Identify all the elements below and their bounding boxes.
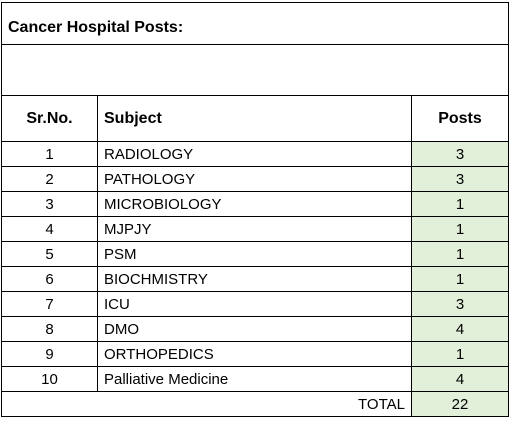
subject: DMO [97,316,412,342]
sr-no: 2 [1,166,98,192]
sr-no: 10 [1,366,98,392]
header-cell: Posts [411,95,509,142]
table-row: 10 Palliative Medicine 4 [1,366,509,392]
table-row: 1 RADIOLOGY 3 [1,141,509,167]
table-row: 8 DMO 4 [1,316,509,342]
total-value: 22 [411,391,509,417]
subject: Palliative Medicine [97,366,412,392]
posts: 1 [411,191,509,217]
table-title: Cancer Hospital Posts: [1,2,509,45]
total-row: TOTAL 22 [1,391,509,417]
blank-row [1,44,509,96]
subject: RADIOLOGY [97,141,412,167]
sr-no: 1 [1,141,98,167]
table-row: 9 ORTHOPEDICS 1 [1,341,509,367]
posts-table: Cancer Hospital Posts: Sr.No. Subject Po… [1,2,509,417]
posts: 4 [411,366,509,392]
subject: PATHOLOGY [97,166,412,192]
subject: MICROBIOLOGY [97,191,412,217]
posts: 4 [411,316,509,342]
posts: 3 [411,141,509,167]
sr-no: 8 [1,316,98,342]
sr-no: 3 [1,191,98,217]
posts: 1 [411,216,509,242]
posts: 3 [411,166,509,192]
posts: 1 [411,341,509,367]
table-row: 7 ICU 3 [1,291,509,317]
table-row: 6 BIOCHMISTRY 1 [1,266,509,292]
subject: BIOCHMISTRY [97,266,412,292]
sr-no: 7 [1,291,98,317]
sr-no: 9 [1,341,98,367]
table-row: 5 PSM 1 [1,241,509,267]
subject: ICU [97,291,412,317]
posts: 3 [411,291,509,317]
sr-no: 5 [1,241,98,267]
subject: MJPJY [97,216,412,242]
posts: 1 [411,241,509,267]
total-label: TOTAL [1,391,412,417]
table-row: 2 PATHOLOGY 3 [1,166,509,192]
posts: 1 [411,266,509,292]
header-cell: Subject [97,95,412,142]
table-row: 3 MICROBIOLOGY 1 [1,191,509,217]
sr-no: 4 [1,216,98,242]
header-cell: Sr.No. [1,95,98,142]
subject: ORTHOPEDICS [97,341,412,367]
table-row: 4 MJPJY 1 [1,216,509,242]
sr-no: 6 [1,266,98,292]
subject: PSM [97,241,412,267]
